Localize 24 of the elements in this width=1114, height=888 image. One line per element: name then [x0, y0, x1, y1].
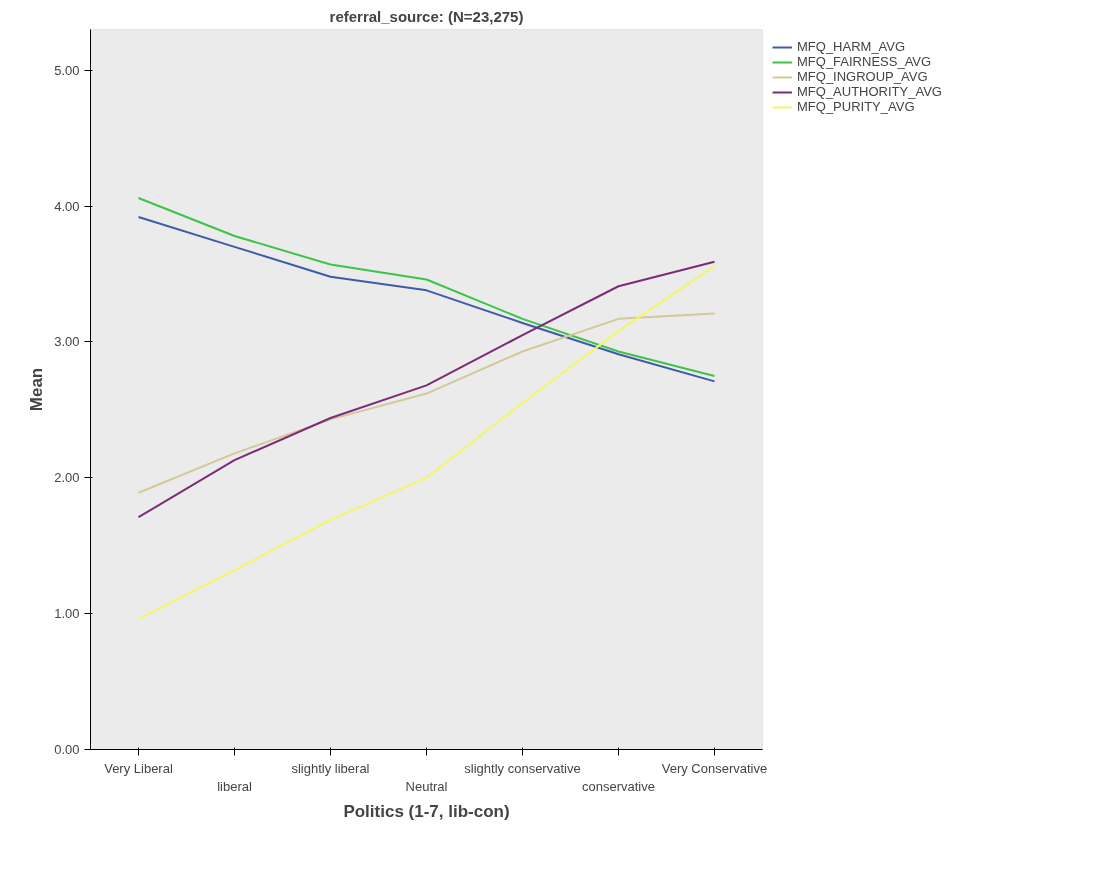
y-tick-label: 2.00 [54, 470, 80, 486]
y-tick-label: 3.00 [54, 334, 80, 350]
x-tick-label: slightly conservative [464, 760, 581, 776]
legend-label: MFQ_PURITY_AVG [797, 99, 915, 114]
x-tick-label: liberal [217, 778, 252, 794]
line-series [137, 312, 716, 494]
x-tick-label: Very Conservative [661, 760, 768, 776]
line-series [137, 260, 716, 519]
legend-label: MFQ_INGROUP_AVG [797, 69, 928, 84]
line-series [137, 264, 716, 621]
legend-label: MFQ_HARM_AVG [797, 39, 906, 54]
y-tick-label: 4.00 [54, 198, 80, 214]
chart-title: referral_source: (N=23,275) [329, 7, 524, 25]
y-tick-label: 1.00 [54, 606, 80, 622]
y-tick-label: 5.00 [54, 62, 80, 78]
legend-label: MFQ_FAIRNESS_AVG [797, 54, 932, 69]
y-tick-label: 0.00 [54, 742, 80, 757]
x-tick-label: conservative [582, 778, 655, 794]
x-tick-label: slightly liberal [291, 760, 370, 776]
x-axis-title: Politics (1-7, lib-con) [343, 801, 510, 821]
x-tick-label: Neutral [405, 778, 448, 794]
x-tick-label: Very Liberal [104, 760, 173, 776]
y-axis-title: Mean [27, 367, 47, 412]
legend-label: MFQ_AUTHORITY_AVG [797, 84, 942, 99]
